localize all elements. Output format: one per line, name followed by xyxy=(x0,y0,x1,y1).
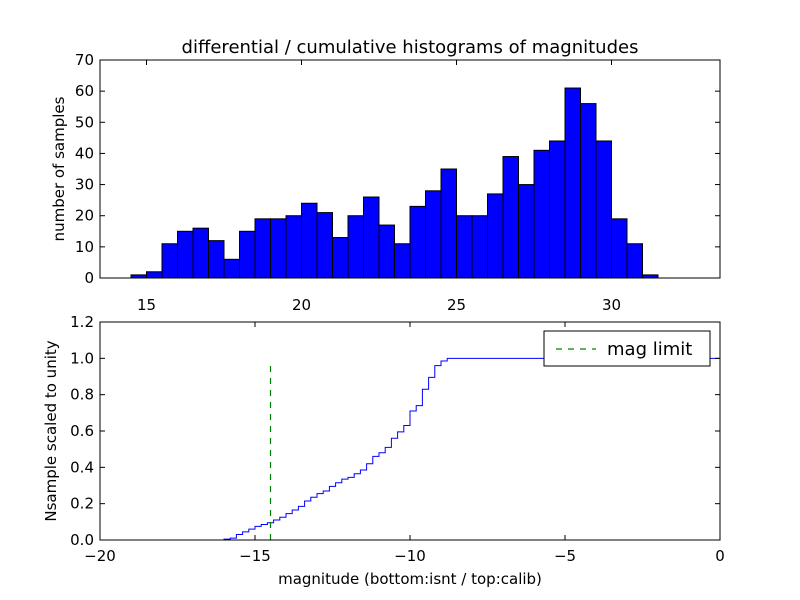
bottom-y-tick-label: 0.2 xyxy=(70,495,94,513)
histogram-bar xyxy=(146,271,163,279)
top-axes-frame xyxy=(99,59,721,279)
histogram-bar xyxy=(580,103,597,279)
bottom-axes-ticks: −20 −15 −10 −5 0 0.0 0.2 0.4 0.6 0.8 1.0 1.2 xyxy=(70,313,725,565)
histogram-bar xyxy=(502,156,519,279)
histogram-bar xyxy=(363,196,380,279)
histogram-bar xyxy=(347,215,364,279)
chart-title: differential / cumulative histograms of … xyxy=(182,37,639,58)
histogram-bar xyxy=(239,230,256,279)
top-axes-ticks: 15 20 25 30 0 10 20 30 40 50 60 70 xyxy=(75,51,720,314)
histogram-bar xyxy=(440,168,457,279)
top-y-tick-label: 40 xyxy=(75,144,94,162)
bottom-x-tick-label: −20 xyxy=(84,547,116,565)
legend-label-mag-limit: mag limit xyxy=(607,339,692,360)
bottom-y-tick-label: 1.2 xyxy=(70,313,94,331)
top-y-tick-label: 0 xyxy=(84,269,94,287)
histogram-bar xyxy=(285,215,302,279)
cumulative-plot-lines xyxy=(100,357,721,541)
histogram-bars xyxy=(130,87,659,279)
top-y-tick-label: 20 xyxy=(75,207,94,225)
top-x-tick-label: 15 xyxy=(137,296,156,314)
top-x-tick-label: 30 xyxy=(602,296,621,314)
bottom-y-tick-label: 1.0 xyxy=(70,349,94,367)
histogram-bar xyxy=(161,243,178,279)
bottom-y-axis-label: Nsample scaled to unity xyxy=(42,340,60,521)
top-y-tick-label: 50 xyxy=(75,113,94,131)
histogram-bar xyxy=(487,193,504,279)
bottom-x-tick-label: −5 xyxy=(554,547,576,565)
histogram-bar xyxy=(270,218,287,279)
histogram-bar xyxy=(549,140,566,279)
histogram-bar xyxy=(518,184,535,279)
top-x-tick-label: 25 xyxy=(447,296,466,314)
histogram-bar xyxy=(192,227,209,279)
top-y-tick-label: 10 xyxy=(75,238,94,256)
histogram-bar xyxy=(254,218,271,279)
bottom-y-tick-label: 0.4 xyxy=(70,458,94,476)
top-y-tick-label: 70 xyxy=(75,51,94,69)
histogram-bar xyxy=(223,258,240,279)
histogram-bar xyxy=(471,215,488,279)
top-y-axis-label: number of samples xyxy=(50,96,68,241)
top-y-tick-label: 30 xyxy=(75,176,94,194)
histogram-bar xyxy=(378,224,395,279)
histogram-bar xyxy=(409,205,426,279)
histogram-bar xyxy=(564,87,581,279)
histogram-bar xyxy=(611,218,628,279)
bottom-y-tick-label: 0.8 xyxy=(70,386,94,404)
histogram-bar xyxy=(208,240,225,279)
histogram-bar xyxy=(316,212,333,279)
histogram-bar xyxy=(332,237,349,279)
histogram-bar xyxy=(177,230,194,279)
legend: mag limit xyxy=(543,330,711,367)
top-y-tick-label: 60 xyxy=(75,82,94,100)
histogram-bar xyxy=(626,243,643,279)
cumulative-step-line xyxy=(100,357,721,541)
histogram-bar xyxy=(533,149,550,279)
top-x-tick-label: 20 xyxy=(292,296,311,314)
histogram-bar xyxy=(301,202,318,279)
bottom-x-tick-label: −10 xyxy=(394,547,426,565)
bottom-x-axis-label: magnitude (bottom:isnt / top:calib) xyxy=(278,570,542,588)
bottom-x-tick-label: −15 xyxy=(239,547,271,565)
histogram-bar xyxy=(456,215,473,279)
bottom-y-tick-label: 0.0 xyxy=(70,531,94,549)
histogram-bar xyxy=(425,190,442,279)
bottom-x-tick-label: 0 xyxy=(715,547,725,565)
histogram-bar xyxy=(595,140,612,279)
bottom-y-tick-label: 0.6 xyxy=(70,422,94,440)
histogram-bar xyxy=(394,243,411,279)
